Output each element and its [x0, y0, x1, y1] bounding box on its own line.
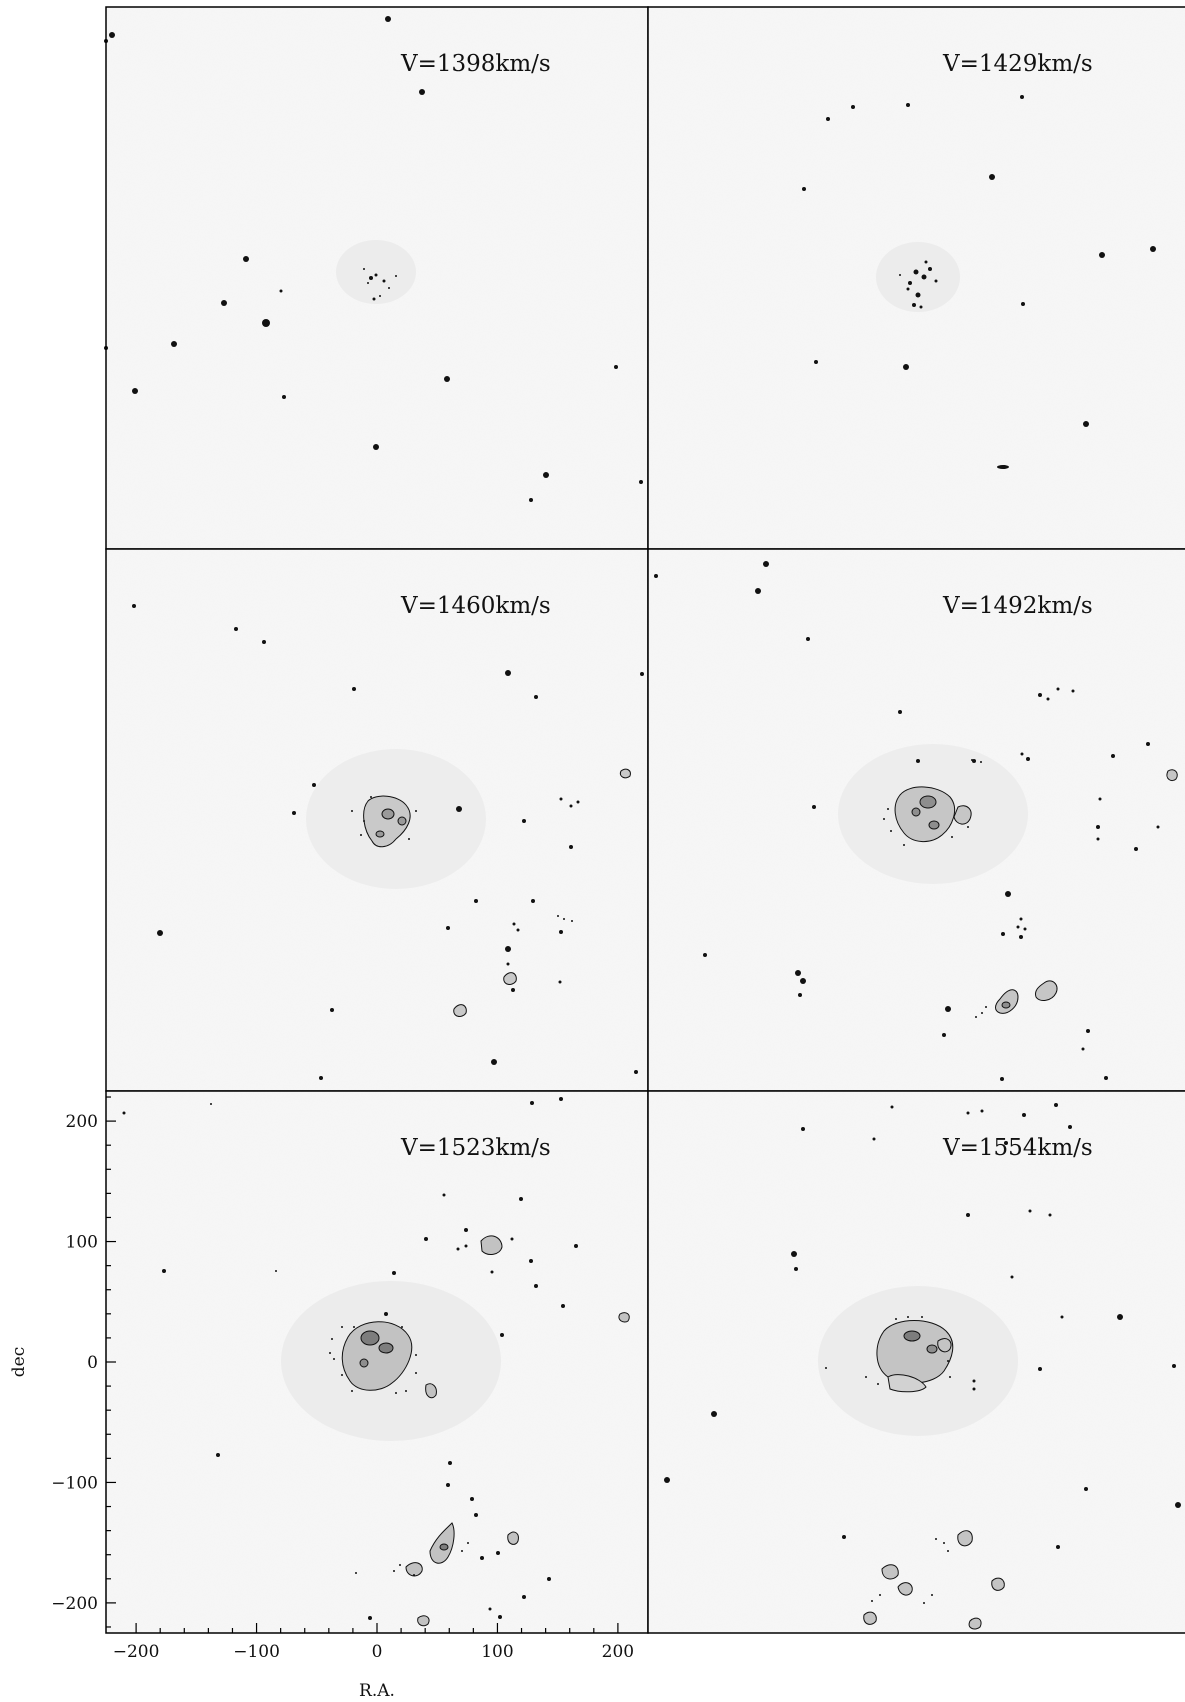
panel-3: V=1460km/s [105, 548, 649, 1092]
panel-1: V=1398km/s [104, 6, 649, 550]
panel-2: V=1429km/s [647, 6, 1185, 550]
panel-1-velocity-label: V=1398km/s [400, 51, 551, 77]
panel-2-emission [802, 95, 1156, 469]
x-tick-label: 200 [602, 1642, 634, 1662]
panel-4-velocity-label: V=1492km/s [942, 593, 1093, 619]
panel-4: V=1492km/s [647, 548, 1185, 1092]
y-tick-label: −100 [51, 1473, 98, 1493]
panel-3-emission [132, 604, 644, 1080]
panel-5-velocity-label: V=1523km/s [400, 1135, 551, 1161]
x-tick-label: 0 [372, 1642, 383, 1662]
y-axis-title: dec [9, 1347, 29, 1377]
panel-6-velocity-label: V=1554km/s [942, 1135, 1093, 1161]
panel-2-velocity-label: V=1429km/s [942, 51, 1093, 77]
panel-3-velocity-label: V=1460km/s [400, 593, 551, 619]
x-tick-label: −200 [113, 1642, 160, 1662]
y-tick-label: 200 [66, 1112, 98, 1132]
panel-6: V=1554km/s [647, 1090, 1185, 1634]
x-tick-label: 100 [481, 1642, 513, 1662]
panel-5: V=1523km/s −200 −100 0 100 200 2001000−100−2… [51, 1090, 649, 1662]
y-tick-label: −200 [51, 1594, 98, 1614]
y-tick-label: 0 [87, 1353, 98, 1373]
x-axis: −200 −100 0 100 200 [113, 1623, 634, 1662]
x-axis-title: R.A. [359, 1681, 395, 1701]
panel-5-emission [122, 1097, 630, 1627]
panel-1-emission [104, 16, 643, 502]
x-tick-label: −100 [233, 1642, 280, 1662]
y-tick-label: 100 [66, 1233, 98, 1253]
panel-6-emission [664, 1103, 1181, 1630]
panel-4-emission [654, 561, 1178, 1081]
y-axis: 200 100 0 −100 −200 [51, 1096, 116, 1628]
